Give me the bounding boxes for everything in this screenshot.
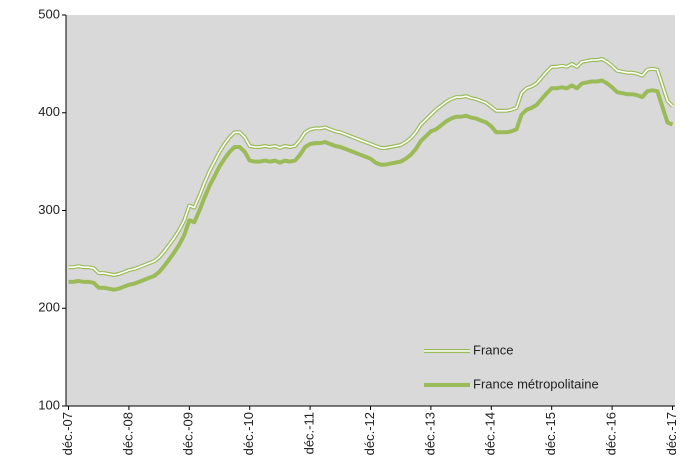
- x-tick-label: déc.-12: [362, 412, 377, 455]
- x-tick-label: déc.-11: [302, 412, 317, 454]
- x-tick-label: déc.-13: [422, 412, 437, 455]
- x-tick-label: déc.-09: [181, 412, 196, 455]
- x-tick-label: déc.-10: [241, 412, 256, 455]
- series-line: [68, 78, 674, 292]
- plot-area: [66, 15, 675, 406]
- x-tick-label: déc.-15: [543, 412, 558, 455]
- x-tick-label: déc.-07: [60, 412, 75, 455]
- y-tick-label: 500: [38, 6, 60, 21]
- x-tick-label: déc.-17: [664, 412, 679, 455]
- x-tick-label: déc.-16: [604, 412, 619, 455]
- y-tick-label: 400: [38, 104, 60, 119]
- y-tick-label: 300: [38, 202, 60, 217]
- legend-label: France: [473, 342, 513, 357]
- y-tick-label: 100: [38, 397, 60, 412]
- legend-label: France métropolitaine: [473, 376, 599, 391]
- x-tick-label: déc.-08: [120, 412, 135, 455]
- y-tick-label: 200: [38, 300, 60, 315]
- x-tick-label: déc.-14: [483, 412, 498, 455]
- series-line-inner: [68, 58, 674, 276]
